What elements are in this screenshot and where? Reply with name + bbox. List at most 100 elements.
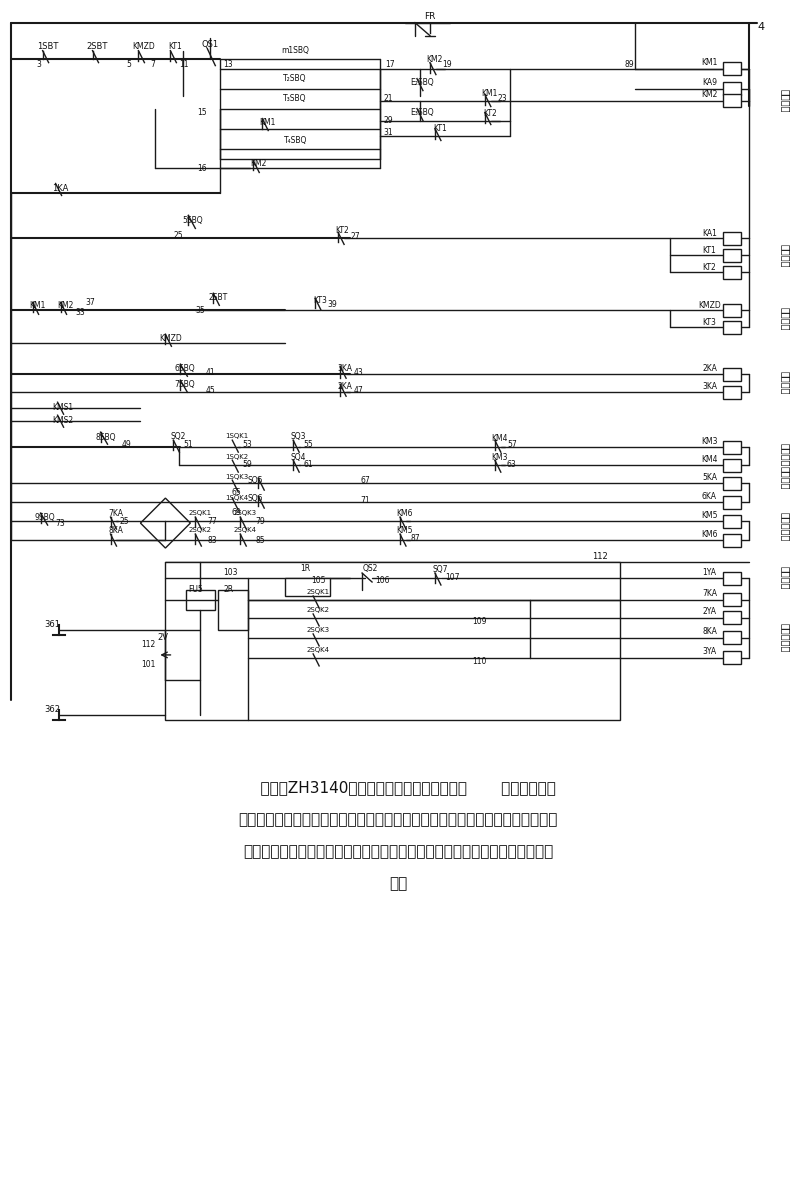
Text: KT3: KT3: [313, 296, 327, 305]
Bar: [724, 266, 741, 279]
Text: 109: 109: [473, 617, 487, 627]
Text: 2KA: 2KA: [338, 382, 353, 391]
Bar: [724, 611, 741, 624]
Text: 77: 77: [208, 517, 217, 525]
Bar: [724, 534, 741, 547]
Bar: [724, 571, 741, 584]
Text: 112: 112: [142, 641, 155, 649]
Text: 1SQK1: 1SQK1: [225, 434, 249, 439]
Text: 2SQK1: 2SQK1: [189, 510, 212, 516]
Text: 查。: 查。: [389, 875, 407, 891]
Bar: [724, 477, 741, 490]
Bar: [724, 94, 741, 107]
Text: SQ5: SQ5: [248, 476, 263, 484]
Text: 8KA: 8KA: [702, 628, 717, 636]
Text: 112: 112: [591, 551, 607, 561]
Text: 101: 101: [141, 661, 156, 669]
Text: 87: 87: [410, 534, 419, 543]
Text: 2SQK3: 2SQK3: [234, 510, 257, 516]
Text: 23: 23: [497, 94, 506, 104]
Bar: [724, 385, 741, 398]
Bar: [724, 232, 741, 245]
Text: 5KA: 5KA: [702, 472, 717, 482]
Text: 362: 362: [45, 706, 60, 714]
Text: 361: 361: [45, 621, 60, 629]
Text: 2YA: 2YA: [702, 608, 716, 616]
Text: 79: 79: [256, 517, 265, 525]
Text: 105: 105: [311, 576, 326, 584]
Text: 夹紧放松: 夹紧放松: [780, 371, 790, 395]
Text: 5SBQ: 5SBQ: [182, 216, 203, 225]
Text: KMS1: KMS1: [52, 403, 73, 412]
Text: KM2: KM2: [427, 55, 443, 64]
Text: 1R: 1R: [300, 563, 310, 573]
Text: QS2: QS2: [362, 563, 378, 573]
Bar: [724, 320, 741, 333]
Text: 73: 73: [56, 518, 65, 528]
Text: KT1: KT1: [169, 42, 182, 51]
Text: 61: 61: [303, 459, 313, 469]
Text: E₃SBQ: E₃SBQ: [410, 108, 434, 117]
Bar: [186, 590, 216, 610]
Text: KMZD: KMZD: [132, 42, 154, 51]
Text: KT1: KT1: [703, 246, 716, 254]
Text: T₂SBQ: T₂SBQ: [283, 74, 307, 84]
Text: 主轴旋转: 主轴旋转: [780, 88, 790, 112]
Bar: [166, 562, 619, 720]
Text: 16: 16: [197, 164, 207, 173]
Text: KMZD: KMZD: [698, 300, 721, 310]
Text: 座移动、机动进给以及，主轴箱回转的控制。在开动机床前应作电源相序的检: 座移动、机动进给以及，主轴箱回转的控制。在开动机床前应作电源相序的检: [243, 843, 553, 859]
Text: 29: 29: [383, 117, 393, 125]
Text: E₂SBQ: E₂SBQ: [410, 78, 434, 87]
Text: 路包括主轴旋转控制，主轴变速、制动的控制，夹紧放松、摇臂升降的控制，滑: 路包括主轴旋转控制，主轴变速、制动的控制，夹紧放松、摇臂升降的控制，滑: [238, 812, 558, 827]
Text: KM6: KM6: [701, 530, 718, 538]
Text: KMS2: KMS2: [52, 416, 73, 425]
Text: SQ7: SQ7: [432, 564, 447, 574]
Text: 31: 31: [383, 128, 393, 137]
Text: 7SBQ: 7SBQ: [174, 379, 195, 389]
Text: 1SQK3: 1SQK3: [225, 474, 249, 481]
Text: 3: 3: [36, 60, 41, 70]
Text: SQ6: SQ6: [248, 494, 263, 503]
Text: KM1: KM1: [701, 58, 718, 67]
Text: 21: 21: [383, 94, 392, 104]
Text: 103: 103: [223, 568, 237, 576]
Text: T₄SBQ: T₄SBQ: [283, 135, 307, 145]
Text: 65: 65: [232, 488, 241, 497]
Bar: [724, 651, 741, 664]
Text: 43: 43: [353, 368, 363, 377]
Text: 9SBQ: 9SBQ: [34, 512, 55, 522]
Text: 1KA: 1KA: [53, 184, 68, 193]
Text: SQ3: SQ3: [291, 431, 306, 441]
Text: 机动进给: 机动进给: [780, 567, 790, 590]
Bar: [724, 594, 741, 607]
Bar: [724, 304, 741, 317]
Text: FU5: FU5: [188, 585, 203, 595]
Text: 25: 25: [119, 517, 129, 525]
Text: SQ2: SQ2: [170, 431, 186, 441]
Text: KM1: KM1: [259, 118, 275, 127]
Text: KM5: KM5: [701, 510, 718, 519]
Text: KM2: KM2: [57, 300, 74, 310]
Text: 27: 27: [350, 232, 360, 241]
Text: 2SQK1: 2SQK1: [306, 589, 330, 595]
Text: 1SQK2: 1SQK2: [226, 455, 249, 461]
Text: 11: 11: [180, 60, 189, 70]
Text: 2SQK2: 2SQK2: [306, 607, 330, 613]
Text: 45: 45: [205, 385, 215, 395]
Text: KM2: KM2: [250, 159, 267, 168]
Bar: [724, 515, 741, 528]
Text: 2SQK4: 2SQK4: [306, 647, 330, 653]
Text: 59: 59: [243, 459, 252, 469]
Text: 51: 51: [184, 439, 193, 449]
Text: T₃SBQ: T₃SBQ: [283, 94, 307, 104]
Text: 3YA: 3YA: [702, 648, 716, 656]
Text: 83: 83: [208, 536, 217, 544]
Text: 107: 107: [446, 573, 460, 582]
Bar: [724, 82, 741, 95]
Bar: [724, 249, 741, 262]
Text: 25: 25: [174, 231, 183, 240]
Text: 67: 67: [360, 476, 370, 484]
Text: 4: 4: [758, 21, 765, 32]
Text: 3KA: 3KA: [338, 364, 353, 372]
